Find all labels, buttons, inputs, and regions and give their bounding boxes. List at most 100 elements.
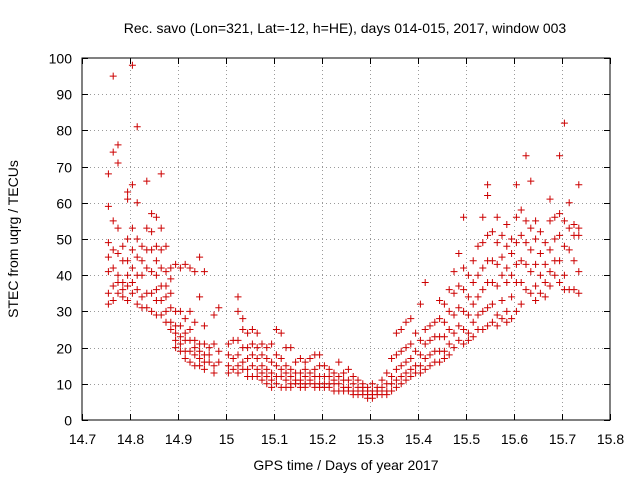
data-point [412,329,420,337]
x-tick-label: 14.7 [69,431,96,447]
data-point [148,268,156,276]
data-point [239,358,247,366]
y-tick-label: 50 [56,232,72,248]
data-point [157,246,165,254]
data-point [239,326,247,333]
data-point [527,246,535,254]
data-point [464,336,472,344]
data-point [335,373,343,381]
data-point [301,365,309,373]
data-point [167,289,175,297]
data-point [498,253,506,261]
data-point [344,365,352,373]
data-point [162,268,170,276]
data-point [484,231,492,239]
x-tick-label: 15.5 [453,431,480,447]
data-point [152,242,160,250]
data-point [191,268,199,276]
data-point [527,268,535,276]
grid-lines [82,58,610,420]
data-point [133,199,141,207]
data-point [296,354,304,362]
data-point [517,257,525,265]
data-point [455,282,463,290]
data-point [133,300,141,308]
data-point [253,373,261,381]
data-point [570,286,578,294]
data-point [186,264,194,272]
y-tick-label: 100 [49,51,73,67]
data-point [133,286,141,294]
data-point [128,264,136,272]
data-point [402,344,410,352]
data-point [344,376,352,384]
data-point [474,271,482,279]
data-point [248,362,256,370]
data-point [234,362,242,370]
data-point [253,354,261,362]
data-point [176,264,184,272]
data-point [162,282,170,290]
data-point [484,304,492,312]
data-point [205,344,213,352]
data-point [109,148,117,156]
data-point [306,354,314,362]
data-point [407,373,415,381]
data-point [148,228,156,236]
data-point [479,239,487,247]
y-tick-label: 90 [56,87,72,103]
data-point [392,329,400,337]
data-point [450,329,458,337]
data-point [464,271,472,279]
data-point [109,264,117,272]
data-point [224,369,232,377]
data-point [570,257,578,265]
x-tick-label: 14.9 [165,431,192,447]
data-point [493,282,501,290]
data-point [186,347,194,355]
data-point [104,253,112,261]
data-point [258,340,266,348]
data-point [143,264,151,272]
data-point [287,373,295,381]
data-point [109,246,117,254]
data-point [541,278,549,286]
data-point [196,347,204,355]
data-point [445,326,453,333]
data-point [325,365,333,373]
data-point [215,358,223,366]
data-point [325,383,333,391]
data-point [450,268,458,276]
data-point [263,365,271,373]
data-point [277,329,285,337]
data-point [455,322,463,330]
data-point [200,365,208,373]
data-point [210,369,218,377]
data-point [124,257,132,265]
data-point [484,192,492,200]
data-point [560,271,568,279]
data-point [431,318,439,326]
data-point [421,326,429,333]
data-point [541,239,549,247]
x-tick-label: 15.7 [549,431,576,447]
data-point [268,358,276,366]
data-point [484,181,492,189]
data-point [244,354,252,362]
data-point [450,344,458,352]
data-point [436,315,444,323]
data-point [152,271,160,279]
data-point [229,354,237,362]
data-point [460,286,468,294]
data-point [176,307,184,315]
data-point [292,358,300,366]
data-point [114,159,122,167]
x-tick-label: 15.1 [261,431,288,447]
data-point [479,286,487,294]
data-point [493,213,501,221]
data-point [383,391,391,399]
data-point [311,365,319,373]
data-point [383,369,391,377]
x-axis-label: GPS time / Days of year 2017 [253,457,438,473]
data-point [402,318,410,326]
